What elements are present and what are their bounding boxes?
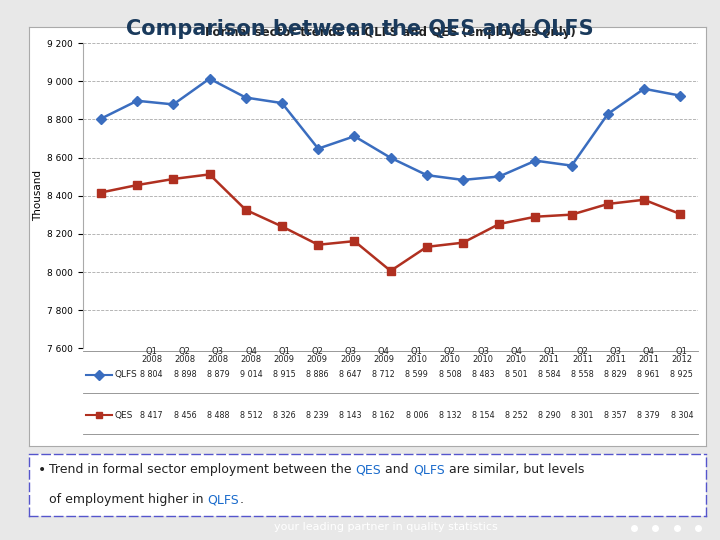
- Text: 2011: 2011: [539, 355, 559, 364]
- Text: 8 961: 8 961: [637, 370, 660, 379]
- Text: 8 301: 8 301: [571, 410, 594, 420]
- Y-axis label: Thousand: Thousand: [33, 170, 43, 221]
- Text: Q4: Q4: [510, 347, 522, 356]
- Text: 8 925: 8 925: [670, 370, 693, 379]
- Title: Formal sector trends in QLFS and QES (employees only): Formal sector trends in QLFS and QES (em…: [205, 26, 576, 39]
- Text: Q1: Q1: [279, 347, 290, 356]
- Text: 8 647: 8 647: [339, 370, 362, 379]
- Text: 8 584: 8 584: [538, 370, 561, 379]
- Text: Q3: Q3: [477, 347, 489, 356]
- Text: 9 014: 9 014: [240, 370, 262, 379]
- Text: Q2: Q2: [444, 347, 456, 356]
- Text: 2010: 2010: [472, 355, 493, 364]
- Text: Q1: Q1: [411, 347, 423, 356]
- Text: 2011: 2011: [572, 355, 593, 364]
- Text: 2008: 2008: [240, 355, 261, 364]
- Text: 8 804: 8 804: [140, 370, 163, 379]
- Text: 8 879: 8 879: [207, 370, 230, 379]
- Text: 2010: 2010: [505, 355, 526, 364]
- Text: 8 326: 8 326: [273, 410, 295, 420]
- Text: 8 599: 8 599: [405, 370, 428, 379]
- Text: 8 143: 8 143: [339, 410, 361, 420]
- Text: 2010: 2010: [406, 355, 427, 364]
- Text: 8 508: 8 508: [438, 370, 462, 379]
- Text: 8 304: 8 304: [670, 410, 693, 420]
- Text: Q3: Q3: [610, 347, 621, 356]
- Text: Trend in formal sector employment between the: Trend in formal sector employment betwee…: [49, 463, 356, 476]
- Text: Q1: Q1: [544, 347, 555, 356]
- Text: Q3: Q3: [212, 347, 224, 356]
- Text: 8 162: 8 162: [372, 410, 395, 420]
- Text: 8 239: 8 239: [306, 410, 329, 420]
- Text: 8 357: 8 357: [604, 410, 627, 420]
- Text: 8 132: 8 132: [438, 410, 462, 420]
- Text: 2011: 2011: [638, 355, 660, 364]
- Text: Q1: Q1: [676, 347, 688, 356]
- Text: Comparison between the QES and QLFS: Comparison between the QES and QLFS: [126, 19, 594, 39]
- Text: 8 006: 8 006: [405, 410, 428, 420]
- Text: 8 154: 8 154: [472, 410, 495, 420]
- Text: 8 456: 8 456: [174, 410, 196, 420]
- Text: 8 501: 8 501: [505, 370, 528, 379]
- Text: 8 829: 8 829: [604, 370, 627, 379]
- Text: Q4: Q4: [245, 347, 257, 356]
- Text: are similar, but levels: are similar, but levels: [445, 463, 584, 476]
- Text: 2012: 2012: [671, 355, 693, 364]
- Text: and: and: [382, 463, 413, 476]
- Text: QES: QES: [114, 410, 132, 420]
- Text: 8 898: 8 898: [174, 370, 196, 379]
- Text: 8 290: 8 290: [538, 410, 561, 420]
- Text: •: •: [37, 463, 46, 477]
- Text: 8 915: 8 915: [273, 370, 296, 379]
- Text: 8 512: 8 512: [240, 410, 263, 420]
- Text: .: .: [239, 493, 243, 506]
- Text: Q3: Q3: [344, 347, 356, 356]
- Text: 2010: 2010: [439, 355, 460, 364]
- Text: Q2: Q2: [312, 347, 323, 356]
- Text: 2009: 2009: [340, 355, 361, 364]
- Text: 2008: 2008: [141, 355, 162, 364]
- Text: QLFS: QLFS: [207, 493, 239, 506]
- Text: 8 252: 8 252: [505, 410, 528, 420]
- Text: 8 558: 8 558: [571, 370, 594, 379]
- Text: 2008: 2008: [207, 355, 228, 364]
- Text: QLFS: QLFS: [114, 370, 137, 379]
- Text: 8 379: 8 379: [637, 410, 660, 420]
- Text: Q4: Q4: [643, 347, 654, 356]
- Text: QLFS: QLFS: [413, 463, 445, 476]
- Text: 8 886: 8 886: [306, 370, 328, 379]
- Text: of employment higher in: of employment higher in: [49, 493, 207, 506]
- Text: 2009: 2009: [274, 355, 294, 364]
- Text: 8 488: 8 488: [207, 410, 229, 420]
- Text: Q4: Q4: [378, 347, 390, 356]
- Text: Q1: Q1: [145, 347, 158, 356]
- Text: 2008: 2008: [174, 355, 195, 364]
- Text: 2011: 2011: [605, 355, 626, 364]
- Text: Q2: Q2: [577, 347, 588, 356]
- Text: 8 712: 8 712: [372, 370, 395, 379]
- Text: 8 483: 8 483: [472, 370, 495, 379]
- Text: QES: QES: [356, 463, 382, 476]
- Text: your leading partner in quality statistics: your leading partner in quality statisti…: [274, 522, 498, 532]
- Text: 2009: 2009: [307, 355, 328, 364]
- Text: 8 417: 8 417: [140, 410, 163, 420]
- Text: 2009: 2009: [373, 355, 394, 364]
- Text: Q2: Q2: [179, 347, 191, 356]
